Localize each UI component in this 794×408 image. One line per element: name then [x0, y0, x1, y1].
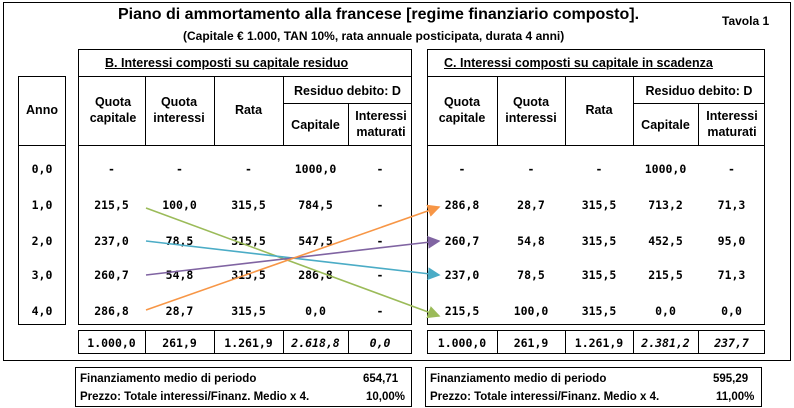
b-total-quota-capitale: 1.000,0 — [87, 336, 136, 350]
b-header-quota-interessi: Quota interessi — [153, 95, 205, 125]
c-cell-capitale: 452,5 — [648, 234, 683, 248]
b-cell-rata: - — [245, 162, 252, 176]
b-cell-capitale: 784,5 — [298, 198, 333, 212]
c-footer-value-2: 11,00% — [716, 391, 755, 403]
b-cell-quota-interessi: - — [176, 162, 183, 176]
section-b-title: B. Interessi composti su capitale residu… — [105, 56, 349, 70]
c-cell-quota-capitale: 215,5 — [444, 304, 480, 318]
c-footer-label-2: Prezzo: Totale interessi/Finanz. Medio x… — [430, 391, 660, 403]
c-cell-interessi-maturati: 71,3 — [717, 198, 746, 212]
c-total-capitale: 2.381,2 — [641, 336, 690, 350]
b-cell-rata: 315,5 — [231, 234, 266, 248]
anno-header: Anno — [26, 103, 58, 117]
c-cell-interessi-maturati: 95,0 — [717, 234, 746, 248]
c-cell-quota-interessi: 78,5 — [517, 268, 545, 282]
c-cell-rata: 315,5 — [581, 234, 617, 248]
b-cell-quota-interessi: 100,0 — [162, 198, 197, 212]
c-header-capitale: Capitale — [641, 118, 690, 132]
section-b-totals — [78, 330, 412, 354]
b-cell-interessi-maturati: - — [376, 162, 384, 176]
c-cell-capitale: 1000,0 — [644, 162, 687, 176]
c-cell-rata: - — [595, 162, 603, 176]
c-cell-quota-capitale: 286,8 — [444, 198, 480, 212]
b-cell-interessi-maturati: - — [376, 304, 384, 318]
c-cell-rata: 315,5 — [581, 268, 617, 282]
arrow-row1-to-row4 — [145, 207, 441, 319]
c-footer-label-1: Finanziamento medio di periodo — [430, 373, 607, 385]
anno-cell: 4,0 — [31, 304, 53, 318]
b-header-residuo: Residuo debito: D — [294, 84, 401, 98]
c-cell-capitale: 0,0 — [655, 304, 676, 318]
anno-cell: 3,0 — [31, 268, 53, 282]
b-footer-label-2: Prezzo: Totale interessi/Finanz. Medio x… — [80, 391, 310, 403]
b-header-rata: Rata — [234, 103, 263, 117]
b-cell-quota-capitale: 215,5 — [94, 198, 129, 212]
c-cell-rata: 315,5 — [581, 304, 617, 318]
section-b-footer — [75, 367, 412, 407]
section-c-table — [427, 49, 765, 325]
c-cell-quota-capitale: 260,7 — [444, 234, 480, 248]
b-cell-interessi-maturati: - — [376, 268, 384, 282]
c-cell-quota-capitale: 237,0 — [444, 268, 480, 282]
anno-cell: 2,0 — [31, 234, 53, 248]
c-total-rata: 1.261,9 — [574, 336, 624, 350]
b-footer-value-1: 654,71 — [363, 373, 399, 385]
c-total-interessi-maturati: 237,7 — [714, 336, 749, 350]
b-cell-quota-capitale: 237,0 — [94, 234, 129, 248]
b-footer-label-1: Finanziamento medio di periodo — [80, 373, 257, 385]
c-total-quota-interessi: 261,9 — [513, 336, 549, 350]
arrow-row4-to-row1 — [145, 204, 441, 311]
c-cell-quota-interessi: 28,7 — [517, 198, 545, 212]
c-cell-interessi-maturati: - — [728, 162, 735, 176]
b-cell-capitale: 286,8 — [298, 268, 333, 282]
b-total-capitale: 2.618,8 — [291, 336, 340, 350]
page-title: Piano di ammortamento alla francese [reg… — [118, 6, 640, 23]
section-b-table — [78, 49, 412, 325]
c-cell-interessi-maturati: 71,3 — [717, 268, 746, 282]
section-c-footer — [425, 367, 762, 407]
page-subtitle: (Capitale € 1.000, TAN 10%, rata annuale… — [183, 29, 565, 43]
table-label: Tavola 1 — [722, 14, 770, 28]
c-cell-quota-interessi: 100,0 — [513, 304, 549, 318]
c-header-rata: Rata — [585, 103, 613, 117]
c-header-interessi-maturati: Interessi maturati — [706, 109, 758, 139]
c-cell-capitale: 713,2 — [648, 198, 683, 212]
b-cell-rata: 315,5 — [231, 304, 266, 318]
b-total-quota-interessi: 261,9 — [162, 336, 197, 350]
section-c-totals — [427, 330, 765, 354]
b-cell-interessi-maturati: - — [376, 234, 384, 248]
anno-cell: 0,0 — [31, 162, 53, 176]
anno-column — [18, 76, 66, 325]
c-cell-quota-interessi: 54,8 — [517, 234, 545, 248]
section-c-title: C. Interessi composti su capitale in sca… — [444, 56, 713, 70]
b-header-interessi-maturati: Interessi maturati — [355, 109, 407, 139]
c-header-quota-capitale: Quota capitale — [438, 95, 486, 125]
b-cell-quota-capitale: - — [108, 162, 115, 176]
anno-cell: 1,0 — [31, 198, 53, 212]
b-cell-interessi-maturati: - — [376, 198, 384, 212]
b-cell-quota-capitale: 260,7 — [94, 268, 129, 282]
b-footer-value-2: 10,00% — [366, 391, 406, 403]
b-cell-capitale: 1000,0 — [294, 162, 337, 176]
b-header-capitale: Capitale — [291, 118, 340, 132]
c-cell-quota-capitale: - — [458, 162, 466, 176]
c-header-quota-interessi: Quota interessi — [505, 95, 557, 125]
b-total-interessi-maturati: 0,0 — [369, 336, 391, 350]
b-header-quota-capitale: Quota capitale — [89, 95, 137, 125]
c-header-residuo: Residuo debito: D — [645, 84, 753, 98]
c-footer-value-1: 595,29 — [713, 373, 749, 385]
b-cell-capitale: 0,0 — [305, 304, 326, 318]
c-total-quota-capitale: 1.000,0 — [437, 336, 487, 350]
c-cell-capitale: 215,5 — [648, 268, 683, 282]
b-cell-capitale: 547,5 — [298, 234, 333, 248]
b-total-rata: 1.261,9 — [224, 336, 273, 350]
c-cell-rata: 315,5 — [581, 198, 617, 212]
c-cell-interessi-maturati: 0,0 — [721, 304, 742, 318]
b-cell-quota-capitale: 286,8 — [94, 304, 129, 318]
c-cell-quota-interessi: - — [527, 162, 535, 176]
b-cell-rata: 315,5 — [231, 198, 266, 212]
b-cell-quota-interessi: 28,7 — [165, 304, 194, 318]
